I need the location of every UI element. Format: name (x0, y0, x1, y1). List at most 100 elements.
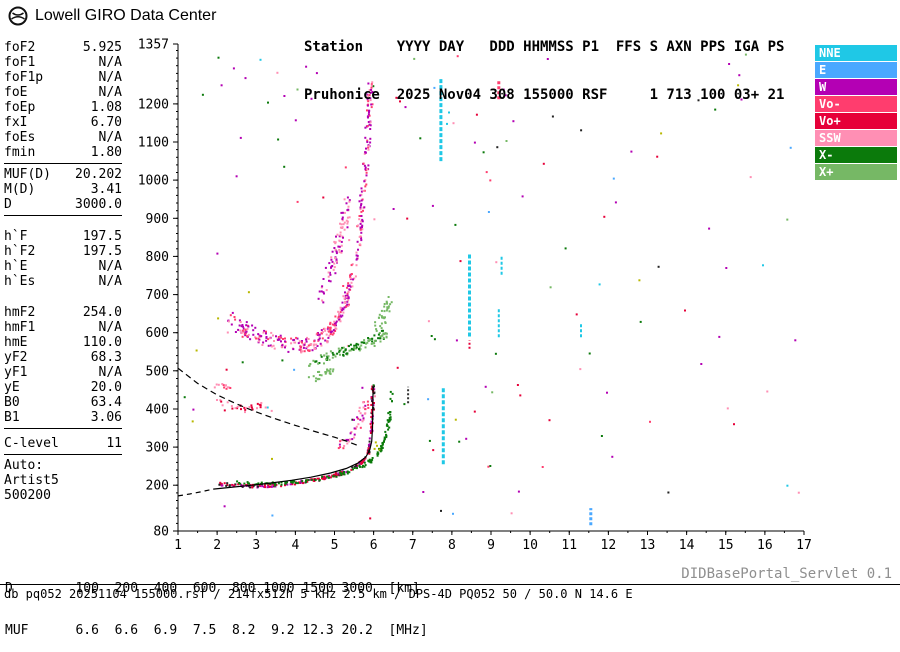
param-b1: B1 3.06 (4, 410, 122, 425)
y-tick-label: 700 (146, 288, 169, 303)
param-hes: h`Es N/A (4, 274, 122, 289)
d-row: D 100 200 400 600 800 1000 1500 3000 [km… (5, 581, 420, 596)
param-label: Auto: (4, 458, 44, 473)
legend-item-x: X- (815, 147, 897, 163)
param-label: Artist5 (4, 473, 59, 488)
param-mufd: MUF(D) 20.202 (4, 167, 122, 182)
param-value: N/A (98, 55, 122, 70)
axis-labels: 8020030040050060070080090010001100120013… (138, 38, 812, 554)
panel-divider (4, 215, 122, 216)
param-ye: yE 20.0 (4, 380, 122, 395)
param-value: 11 (106, 436, 122, 451)
x-tick-label: 11 (561, 538, 577, 553)
param-value: 3.41 (90, 182, 122, 197)
panel-divider (4, 454, 122, 455)
legend-item-nne: NNE (815, 45, 897, 61)
param-fof2: foF2 5.925 (4, 40, 122, 55)
param-value: N/A (98, 259, 122, 274)
param-label: yF1 (4, 365, 28, 380)
footer-divider (0, 584, 900, 585)
param-label: hmF1 (4, 320, 36, 335)
param-label: foF1p (4, 70, 44, 85)
echo-type-legend: NNE E W Vo- Vo+ SSW X- X+ (815, 45, 897, 181)
x-tick-label: 4 (291, 538, 299, 553)
param-fof1p: foF1p N/A (4, 70, 122, 85)
param-md: M(D) 3.41 (4, 182, 122, 197)
param-500200: 500200 (4, 488, 122, 503)
param-value: 68.3 (90, 350, 122, 365)
param-foes: foEs N/A (4, 130, 122, 145)
param-label: h`F (4, 229, 28, 244)
x-tick-label: 7 (409, 538, 417, 553)
param-b0: B0 63.4 (4, 395, 122, 410)
station-value-row: Pruhonice 2025 Nov04 308 155000 RSF 1 71… (304, 87, 785, 103)
legend-item-e: E (815, 62, 897, 78)
x-tick-label: 1 (174, 538, 182, 553)
param-value: 110.0 (82, 335, 122, 350)
param-label: M(D) (4, 182, 36, 197)
y-tick-label: 200 (146, 479, 169, 494)
brand: Lowell GIRO Data Center (8, 6, 216, 26)
y-tick-label: 800 (146, 250, 169, 265)
param-label: foE (4, 85, 28, 100)
param-value: 63.4 (90, 395, 122, 410)
param-d: D 3000.0 (4, 197, 122, 212)
param-label: fmin (4, 145, 36, 160)
param-hme: hmE 110.0 (4, 335, 122, 350)
x-tick-label: 8 (448, 538, 456, 553)
param-value: 1.80 (90, 145, 122, 160)
param-he: h`E N/A (4, 259, 122, 274)
param-hmf2: hmF2 254.0 (4, 305, 122, 320)
param-hf2: h`F2 197.5 (4, 244, 122, 259)
param-label: foF2 (4, 40, 36, 55)
param-label: C-level (4, 436, 59, 451)
parameter-panel: foF2 5.925 foF1 N/A foF1p N/A foE N/A foEp 1.08 fx… (4, 40, 122, 503)
param-artist5: Artist5 (4, 473, 122, 488)
giro-globe-icon (8, 6, 28, 26)
y-tick-label: 900 (146, 212, 169, 227)
x-tick-label: 15 (718, 538, 734, 553)
param-value: 254.0 (82, 305, 122, 320)
param-fxi: fxI 6.70 (4, 115, 122, 130)
param-label: hmF2 (4, 305, 36, 320)
param-label: h`E (4, 259, 28, 274)
param-fof1: foF1 N/A (4, 55, 122, 70)
param-label: D (4, 197, 12, 212)
x-tick-label: 3 (252, 538, 260, 553)
param-yf2: yF2 68.3 (4, 350, 122, 365)
x-tick-label: 16 (757, 538, 773, 553)
param-value: N/A (98, 130, 122, 145)
param-label: foEs (4, 130, 36, 145)
param-label: yF2 (4, 350, 28, 365)
app-title: Lowell GIRO Data Center (35, 7, 217, 24)
param-value: 1.08 (90, 100, 122, 115)
param-value: N/A (98, 320, 122, 335)
y-tick-label: 400 (146, 403, 169, 418)
param-value: N/A (98, 365, 122, 380)
x-tick-label: 17 (796, 538, 812, 553)
axes (173, 43, 805, 535)
x-tick-label: 10 (522, 538, 538, 553)
ionogram-echo-dots (177, 53, 800, 526)
x-tick-label: 5 (331, 538, 339, 553)
param-label: 500200 (4, 488, 51, 503)
y-tick-label: 600 (146, 326, 169, 341)
station-info: Station YYYY DAY DDD HHMMSS P1 FFS S AXN… (304, 7, 784, 119)
y-tick-label: 1200 (138, 97, 169, 112)
y-tick-label: 300 (146, 441, 169, 456)
param-auto: Auto: (4, 458, 122, 473)
param-value: 197.5 (82, 229, 122, 244)
x-tick-label: 12 (601, 538, 617, 553)
legend-item-vo: Vo- (815, 96, 897, 112)
param-value: N/A (98, 70, 122, 85)
param-label: B0 (4, 395, 20, 410)
param-value: 3000.0 (75, 197, 122, 212)
param-label: h`F2 (4, 244, 36, 259)
legend-item-x: X+ (815, 164, 897, 180)
param-label: B1 (4, 410, 20, 425)
x-tick-label: 9 (487, 538, 495, 553)
param-value: 20.202 (75, 167, 122, 182)
param-fmin: fmin 1.80 (4, 145, 122, 160)
param-label: foEp (4, 100, 36, 115)
status-line: db pq052 20251104 155000.rsf / 214fx512h… (4, 587, 633, 601)
